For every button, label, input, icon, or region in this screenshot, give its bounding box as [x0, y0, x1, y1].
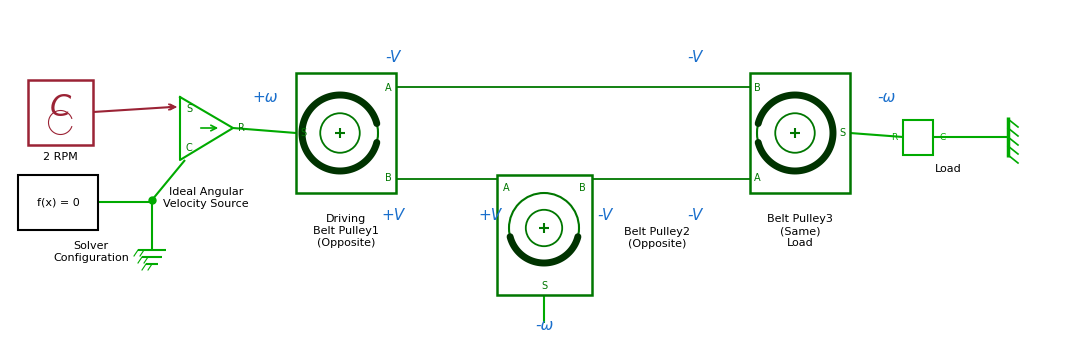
- Text: A: A: [503, 183, 509, 193]
- Text: B: B: [385, 173, 392, 183]
- Text: -V: -V: [687, 50, 702, 65]
- Circle shape: [525, 210, 562, 246]
- Bar: [296, 73, 396, 193]
- Bar: [28, 80, 93, 145]
- Text: A: A: [754, 173, 761, 183]
- Circle shape: [509, 193, 579, 263]
- Text: +ω: +ω: [252, 90, 277, 105]
- Text: C: C: [939, 133, 945, 142]
- Circle shape: [302, 95, 378, 171]
- Text: Solver
Configuration: Solver Configuration: [53, 241, 128, 263]
- Circle shape: [757, 95, 833, 171]
- Text: Belt Pulley3
(Same)
Load: Belt Pulley3 (Same) Load: [767, 214, 833, 248]
- Text: R: R: [238, 123, 245, 133]
- Text: Belt Pulley2
(Opposite): Belt Pulley2 (Opposite): [624, 227, 689, 249]
- Text: S: S: [541, 281, 547, 291]
- Text: A: A: [385, 83, 392, 93]
- Text: Load: Load: [934, 164, 961, 174]
- Text: +V: +V: [382, 208, 405, 222]
- Text: -ω: -ω: [877, 90, 896, 105]
- Text: C: C: [50, 93, 71, 122]
- Text: B: B: [579, 183, 586, 193]
- Bar: [750, 73, 850, 193]
- Text: -ω: -ω: [535, 318, 554, 333]
- Text: S: S: [839, 128, 846, 138]
- Text: S: S: [186, 104, 192, 114]
- Text: +V: +V: [478, 208, 502, 222]
- Text: -V: -V: [598, 208, 613, 222]
- Text: R: R: [891, 133, 897, 142]
- Circle shape: [320, 113, 359, 153]
- Circle shape: [775, 113, 815, 153]
- Text: -V: -V: [385, 50, 400, 65]
- Text: f(x) = 0: f(x) = 0: [37, 197, 80, 208]
- Bar: [903, 120, 933, 155]
- Text: 2 RPM: 2 RPM: [43, 152, 78, 162]
- Text: Driving
Belt Pulley1
(Opposite): Driving Belt Pulley1 (Opposite): [313, 214, 379, 248]
- Text: C: C: [186, 143, 193, 153]
- Text: S: S: [300, 128, 306, 138]
- Bar: [497, 175, 592, 295]
- Text: B: B: [754, 83, 761, 93]
- Text: Ideal Angular
Velocity Source: Ideal Angular Velocity Source: [163, 187, 249, 209]
- Bar: [18, 175, 98, 230]
- Text: -V: -V: [687, 208, 702, 222]
